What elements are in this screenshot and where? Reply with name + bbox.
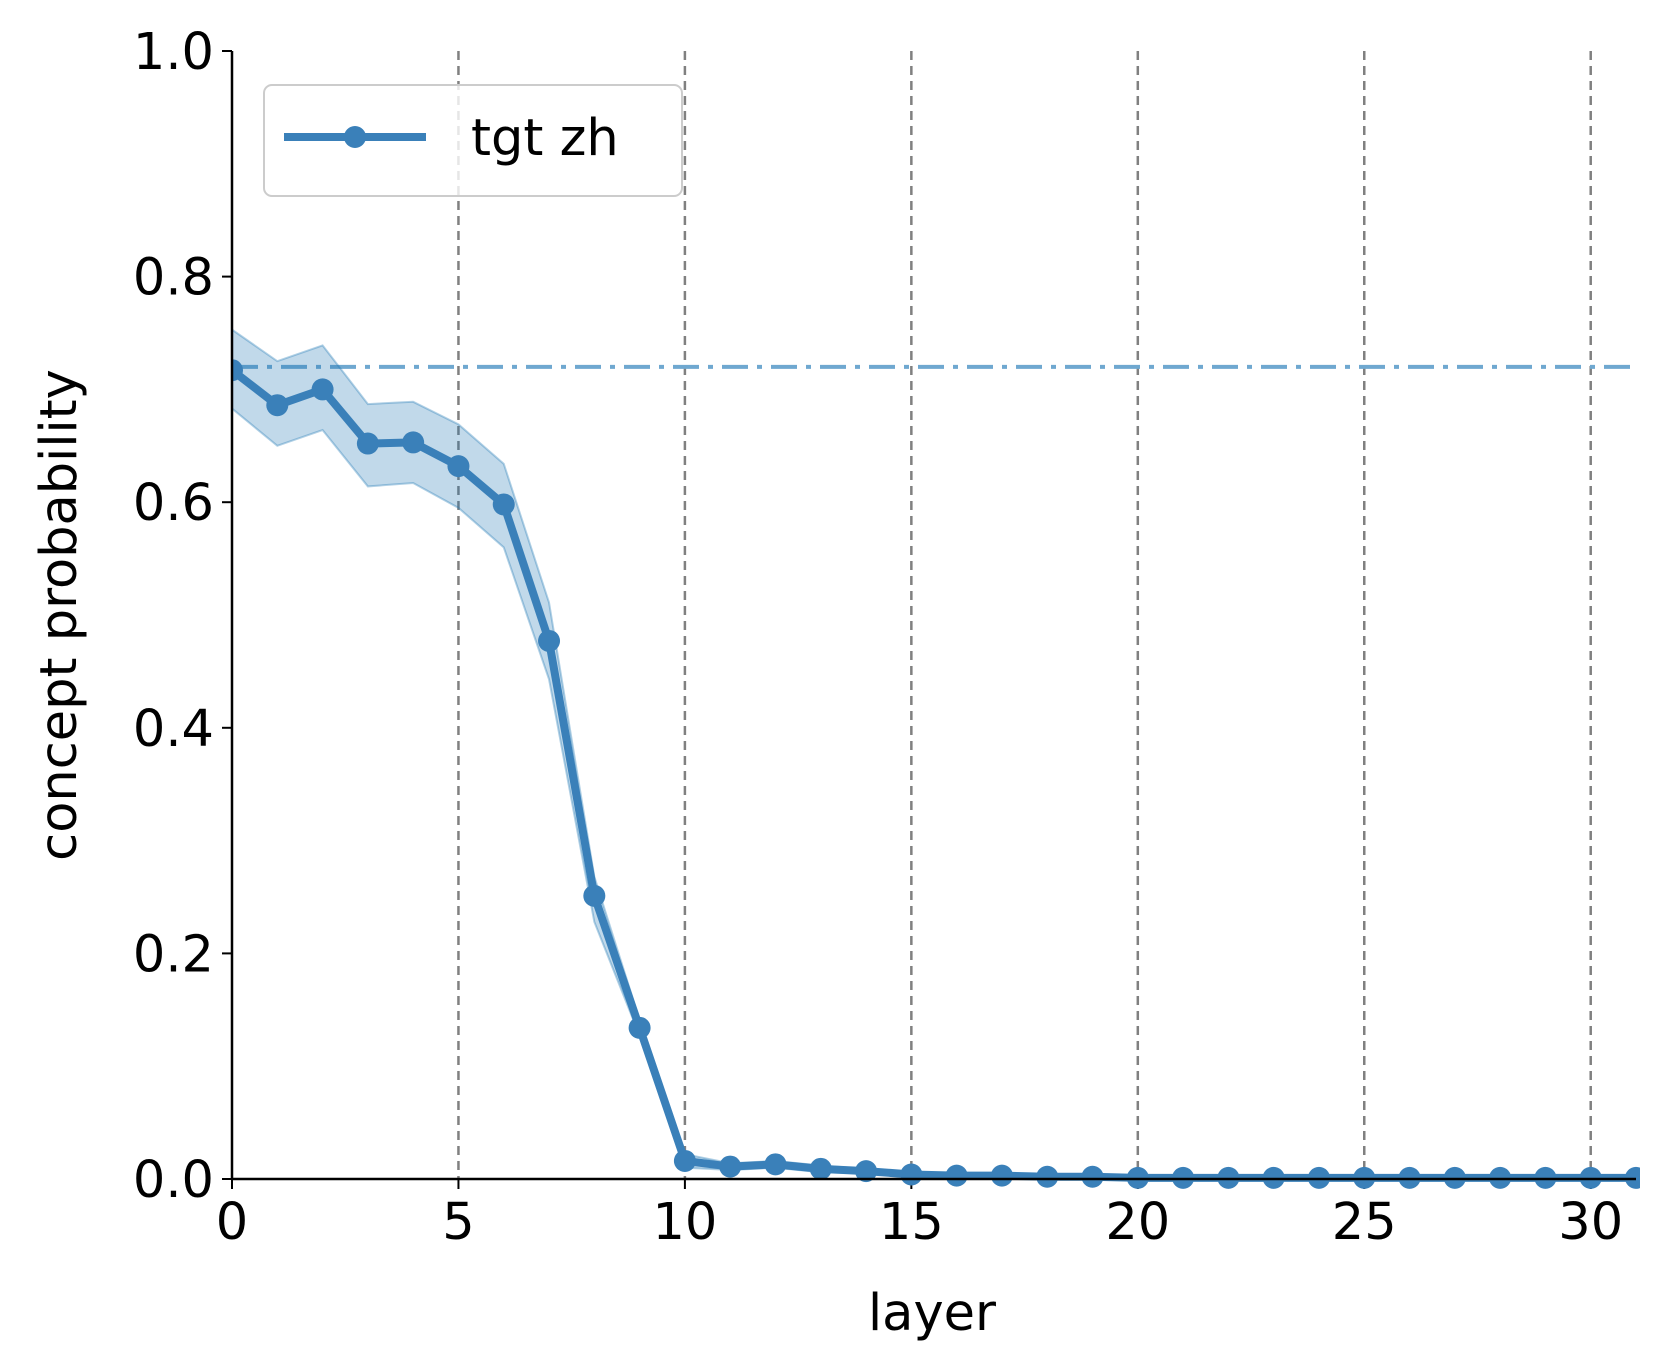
marker: [1081, 1165, 1104, 1188]
marker: [628, 1016, 651, 1039]
marker: [900, 1163, 923, 1186]
x-tick-label: 10: [652, 1193, 717, 1252]
marker: [809, 1157, 832, 1180]
plot-area: [232, 328, 1640, 1189]
marker: [1036, 1165, 1059, 1188]
x-tick-label: 20: [1105, 1193, 1170, 1252]
marker: [673, 1149, 696, 1172]
legend-marker: [344, 126, 366, 148]
marker: [311, 378, 334, 401]
y-axis-label: concept probability: [30, 369, 89, 861]
y-tick-label: 0.6: [133, 474, 214, 533]
marker: [583, 884, 606, 907]
marker: [764, 1153, 787, 1176]
marker: [232, 359, 243, 382]
marker: [356, 432, 379, 455]
marker: [990, 1164, 1013, 1187]
marker: [492, 493, 515, 516]
x-tick-label: 30: [1558, 1193, 1623, 1252]
x-tick-label: 0: [216, 1193, 248, 1252]
marker: [266, 394, 289, 417]
x-tick-label: 5: [442, 1193, 474, 1252]
x-tick-label: 25: [1332, 1193, 1397, 1252]
marker: [719, 1155, 742, 1178]
y-tick-label: 0.8: [133, 249, 214, 308]
x-axis-label: layer: [868, 1284, 996, 1343]
y-tick-label: 0.4: [133, 700, 214, 759]
legend-label: tgt zh: [471, 109, 619, 168]
y-tick-label: 0.2: [133, 925, 214, 984]
y-tick-label: 1.0: [133, 23, 214, 82]
marker: [402, 431, 425, 454]
marker: [538, 629, 561, 652]
marker: [447, 455, 470, 478]
y-tick-label: 0.0: [133, 1151, 214, 1210]
x-tick-label: 15: [879, 1193, 944, 1252]
legend-box: [263, 84, 683, 197]
marker: [855, 1160, 878, 1183]
marker: [945, 1164, 968, 1187]
